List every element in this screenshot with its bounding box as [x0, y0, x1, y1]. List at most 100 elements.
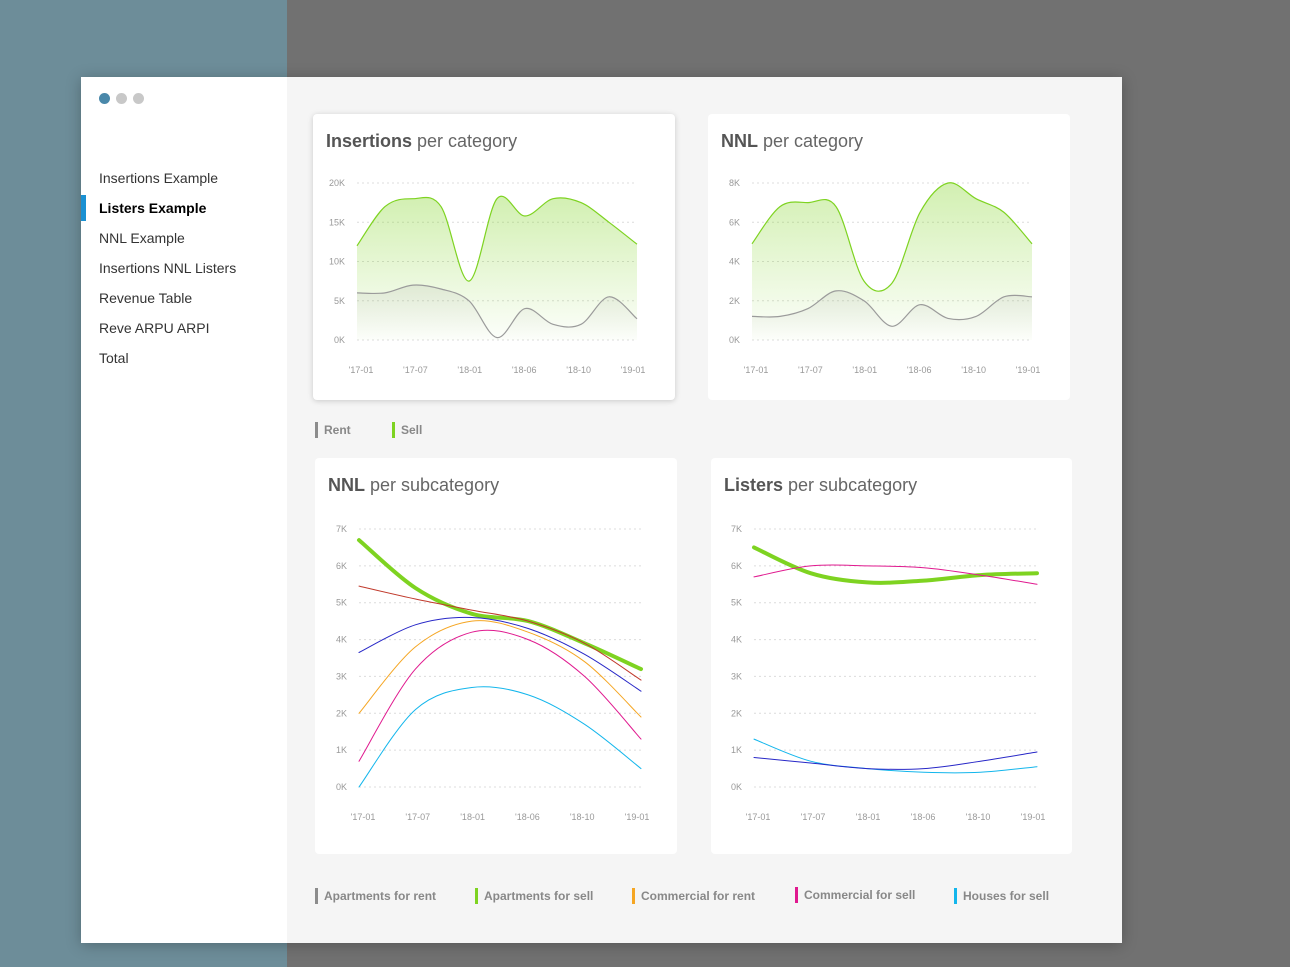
x-tick-label: '18-06: [907, 365, 932, 375]
insertions-area-chart: 0K 5K 10K 15K 20K '17-01 '17-07 '18-01 '18-06 '18…: [329, 178, 646, 375]
series-line-houses-for-sell: [753, 738, 1038, 774]
sidebar-item-revenue-table[interactable]: Revenue Table: [99, 290, 193, 306]
listers-subcategory-line-chart: 0K 1K 2K 3K 4K 5K 6K 7K '17-01 '17-07 '18-01 '18-06…: [731, 524, 1046, 822]
y-tick-label: 6K: [731, 561, 742, 571]
legend-swatch: [795, 887, 798, 903]
sidebar-item-listers-example[interactable]: Listers Example: [81, 193, 287, 223]
sidebar-item-nnl-example[interactable]: NNL Example: [99, 230, 185, 246]
x-tick-label: '18-06: [512, 365, 537, 375]
sidebar-item-insertions-example[interactable]: Insertions Example: [99, 170, 219, 186]
y-tick-label: 4K: [729, 257, 740, 267]
series-line-rent: [751, 290, 1033, 327]
sidebar-item-total[interactable]: Total: [99, 350, 129, 366]
y-tick-label: 4K: [336, 635, 347, 645]
legend-item-sell[interactable]: Sell: [392, 422, 423, 438]
chart-card-nnl-per-category: NNL per category 0K 2K 4K 6K 8K '17-01 '17-07 '…: [708, 114, 1070, 400]
series-line-commercial-for-rent: [358, 620, 642, 718]
series-line-apartments-for-sell: [752, 545, 1039, 585]
y-tick-label: 2K: [729, 296, 740, 306]
y-tick-label: 0K: [731, 782, 742, 792]
legend-label: Houses for sell: [963, 889, 1050, 903]
sidebar-nav: Insertions Example Listers Example NNL E…: [81, 163, 287, 373]
y-tick-label: 4K: [731, 635, 742, 645]
y-tick-label: 5K: [731, 598, 742, 608]
chart-title: Listers per subcategory: [724, 475, 917, 496]
y-tick-label: 15K: [329, 217, 345, 227]
area-fill-rent: [752, 290, 1032, 340]
legend-item-rent[interactable]: Rent: [315, 422, 351, 438]
legend-swatch: [475, 888, 478, 904]
legend-item-apartments-for-rent[interactable]: Apartments for rent: [315, 888, 437, 904]
series-line-rent: [356, 284, 638, 339]
legend-item-apartments-for-sell[interactable]: Apartments for sell: [475, 888, 594, 904]
chart-card-listers-per-subcategory: Listers per subcategory 0K 1K 2K 3K 4K 5K 6K 7K…: [711, 458, 1072, 854]
y-tick-label: 0K: [729, 335, 740, 345]
chart-card-nnl-per-subcategory: NNL per subcategory 0K 1K 2K 3K 4K 5K 6K 7K '17-…: [315, 458, 677, 854]
y-tick-label: 1K: [731, 745, 742, 755]
window-controls: [99, 93, 144, 104]
x-tick-label: '18-01: [457, 365, 482, 375]
window-dot[interactable]: [133, 93, 144, 104]
chart-title-rest: per subcategory: [783, 475, 918, 495]
legend-label: Sell: [401, 423, 423, 437]
sidebar-item-insertions-nnl-listers[interactable]: Insertions NNL Listers: [99, 260, 237, 276]
area-fill-rent: [357, 284, 637, 340]
series-line-unlabeled: [753, 751, 1038, 770]
x-tick-label: '19-01: [621, 365, 646, 375]
window-dot[interactable]: [116, 93, 127, 104]
x-tick-label: '17-07: [798, 365, 823, 375]
legend-swatch: [632, 888, 635, 904]
y-tick-label: 0K: [336, 782, 347, 792]
legend-swatch: [954, 888, 957, 904]
y-tick-label: 3K: [731, 671, 742, 681]
y-tick-label: 8K: [729, 178, 740, 188]
series-line-unlabeled: [358, 616, 642, 692]
x-tick-label: '17-07: [801, 812, 826, 822]
legend-item-commercial-for-rent[interactable]: Commercial for rent: [632, 888, 756, 904]
y-tick-label: 3K: [336, 671, 347, 681]
y-tick-label: 10K: [329, 257, 345, 267]
series-line-houses-for-sell: [358, 686, 642, 788]
window-dot-active[interactable]: [99, 93, 110, 104]
chart-title: NNL per subcategory: [328, 475, 499, 496]
y-tick-label: 6K: [729, 217, 740, 227]
sidebar-item-reve-arpu-arpi[interactable]: Reve ARPU ARPI: [99, 320, 210, 336]
y-tick-label: 7K: [336, 524, 347, 534]
x-tick-label: '18-01: [856, 812, 881, 822]
chart-title-bold: Listers: [724, 475, 784, 495]
x-tick-label: '19-01: [1016, 365, 1041, 375]
legend-swatch: [392, 422, 395, 438]
chart-title: NNL per category: [721, 131, 863, 152]
legend-item-houses-for-sell[interactable]: Houses for sell: [954, 888, 1050, 904]
legend-swatch: [315, 422, 318, 438]
y-tick-label: 6K: [336, 561, 347, 571]
legend-label: Rent: [324, 423, 351, 437]
legend-label: Apartments for rent: [324, 889, 437, 903]
y-tick-label: 5K: [334, 296, 345, 306]
y-tick-label: 1K: [336, 745, 347, 755]
legend-item-commercial-for-sell[interactable]: Commercial for sell: [795, 887, 915, 903]
x-tick-label: '18-10: [566, 365, 591, 375]
x-tick-label: '18-10: [966, 812, 991, 822]
nnl-subcategory-line-chart: 0K 1K 2K 3K 4K 5K 6K 7K '17-01 '17-07 '18-01 '18-06…: [336, 524, 650, 822]
x-tick-label: '17-07: [405, 812, 430, 822]
x-tick-label: '19-01: [1021, 812, 1046, 822]
legend-category: Rent Sell: [315, 422, 515, 439]
chart-title-rest: per subcategory: [365, 475, 500, 495]
sidebar: Insertions Example Listers Example NNL E…: [81, 77, 287, 943]
chart-title-bold: NNL: [721, 131, 758, 151]
x-tick-label: '17-01: [744, 365, 769, 375]
series-line-apartments-for-sell: [357, 538, 643, 672]
legend-label: Apartments for sell: [484, 889, 594, 903]
x-tick-label: '18-06: [515, 812, 540, 822]
series-line-commercial-for-sell: [358, 629, 642, 762]
legend-label: Commercial for rent: [641, 889, 756, 903]
x-tick-label: '17-01: [351, 812, 376, 822]
y-tick-label: 5K: [336, 598, 347, 608]
nnl-area-chart: 0K 2K 4K 6K 8K '17-01 '17-07 '18-01 '18-06 '18-10…: [729, 178, 1041, 375]
legend-subcategory: Apartments for rent Apartments for sell …: [315, 887, 1075, 905]
x-tick-label: '18-10: [570, 812, 595, 822]
x-tick-label: '19-01: [625, 812, 650, 822]
x-tick-label: '18-10: [961, 365, 986, 375]
chart-card-insertions-per-category: Insertions per category 0K 5K 10K 15K 20K '17…: [313, 114, 675, 400]
